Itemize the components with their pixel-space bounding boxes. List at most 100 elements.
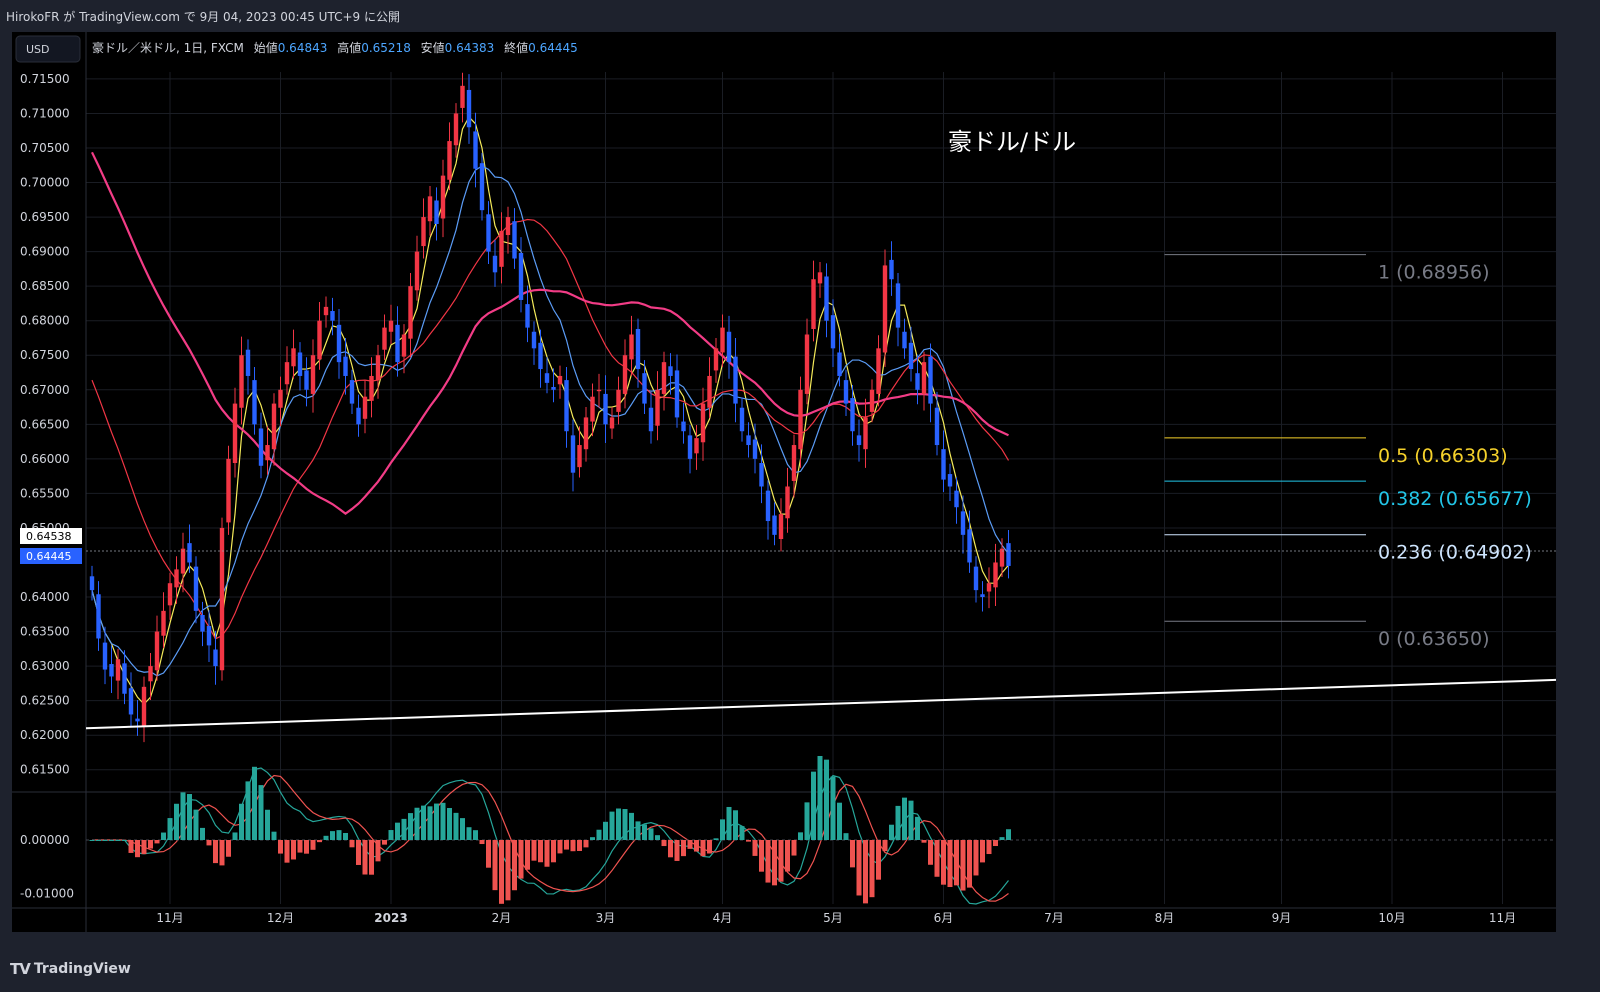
candle-body: [915, 373, 920, 390]
candle-body: [531, 331, 537, 349]
candle-body: [304, 370, 309, 390]
candle-body: [473, 131, 478, 169]
y-tick-label: 0.63000: [20, 659, 70, 673]
candle-body: [973, 566, 979, 591]
ma-long-line: [91, 151, 1009, 515]
candle-body: [349, 380, 355, 404]
macd-histogram-bar: [206, 840, 212, 846]
candle-body: [128, 688, 134, 715]
candle-body: [824, 276, 829, 321]
candle-body: [96, 594, 101, 639]
macd-histogram-bar: [336, 830, 342, 840]
macd-histogram-bar: [681, 840, 686, 857]
macd-histogram-bar: [967, 840, 972, 888]
candle-body: [180, 548, 186, 574]
low-label: 安値: [421, 40, 445, 55]
candle-body: [681, 421, 686, 432]
macd-histogram-bar: [167, 818, 173, 840]
candle-body: [278, 389, 283, 408]
macd-histogram-bar: [759, 840, 764, 872]
candle-body: [785, 486, 790, 519]
macd-y-tick-label: 0.00000: [20, 833, 70, 847]
candle-body: [245, 349, 251, 376]
candle-body: [167, 583, 173, 606]
x-tick-label: 6月: [934, 911, 954, 925]
x-tick-label: 5月: [823, 911, 843, 925]
candle-body: [505, 217, 511, 236]
y-tick-label: 0.70000: [20, 176, 70, 190]
macd-histogram-bar: [596, 829, 602, 840]
y-tick-label: 0.68000: [20, 314, 70, 328]
price-chart[interactable]: 11月 12月 2023 2月 3月 4月 5月 6月 7月 8月 9月 10月 11月 0.71500…: [12, 32, 1556, 932]
candle-body: [317, 320, 322, 360]
macd-histogram-bar: [492, 840, 498, 891]
macd-histogram-bar: [544, 840, 550, 867]
macd-histogram-bar: [869, 840, 875, 898]
candle-body: [791, 445, 797, 481]
candle-body: [817, 272, 823, 284]
candle-body: [219, 527, 225, 671]
candle-body: [999, 548, 1005, 567]
macd-histogram-bar: [941, 840, 946, 885]
macd-histogram-bar: [200, 827, 205, 840]
macd-histogram-bar: [856, 840, 862, 896]
candle-body: [382, 327, 387, 350]
candle-body: [492, 255, 498, 273]
macd-histogram-bar: [583, 840, 589, 848]
macd-histogram-bar: [720, 819, 725, 840]
macd-histogram-bar: [122, 840, 127, 841]
candle-body: [408, 286, 413, 339]
macd-histogram-bar: [284, 840, 290, 863]
macd-histogram-bar: [921, 840, 927, 843]
macd-histogram-bar: [843, 833, 849, 840]
macd-histogram-bar: [830, 776, 836, 840]
fib-level-label: 1 (0.68956): [1378, 262, 1490, 284]
x-tick-label: 10月: [1378, 911, 1405, 925]
fibonacci-retracement[interactable]: 1 (0.68956) 0.5 (0.66303) 0.382 (0.65677) 0…: [1164, 254, 1532, 651]
macd-histogram-bar: [141, 840, 147, 855]
macd-histogram-bar: [219, 840, 225, 866]
macd-histogram-bar: [980, 840, 985, 863]
candle-body: [226, 458, 231, 523]
candle-body: [512, 221, 517, 259]
trendline[interactable]: [85, 678, 1556, 730]
macd-histogram-bar: [271, 831, 277, 840]
candle-body: [908, 342, 914, 370]
macd-histogram-bar: [622, 809, 628, 840]
candle-body: [206, 626, 212, 646]
macd-histogram-bar: [876, 840, 881, 880]
macd-histogram-bar: [356, 840, 361, 865]
macd-histogram-bar: [89, 840, 95, 841]
candle-body: [889, 259, 894, 280]
macd-histogram-bar: [889, 824, 894, 840]
macd-histogram-bar: [512, 840, 517, 891]
candle-body: [388, 320, 394, 332]
candle-body: [882, 265, 888, 353]
candle-body: [310, 355, 316, 394]
tradingview-logo[interactable]: 𝗧𝗩 TradingView: [10, 960, 131, 978]
candle-body: [265, 445, 270, 461]
candle-body: [934, 407, 940, 446]
candle-body: [460, 85, 465, 108]
candle-body: [661, 362, 667, 394]
candle-body: [713, 348, 719, 371]
macd-histogram-bar: [148, 840, 153, 849]
x-tick-label: 7月: [1044, 911, 1064, 925]
candle-body: [869, 389, 875, 412]
macd-histogram-bar: [128, 840, 134, 853]
ma-slow-line: [91, 218, 1010, 640]
candle-body: [486, 214, 491, 252]
y-tick-label: 0.67000: [20, 383, 70, 397]
candle-body: [967, 529, 972, 563]
tradingview-logo-icon: 𝗧𝗩: [10, 960, 31, 978]
macd-histogram-bar: [934, 840, 940, 877]
macd-histogram-bar: [135, 840, 140, 858]
candle-body: [414, 251, 420, 291]
candle-body: [863, 417, 868, 450]
candle-body: [830, 315, 836, 349]
candle-body: [291, 348, 296, 367]
macd-histogram-bar: [635, 821, 641, 840]
currency-button[interactable]: [15, 35, 81, 63]
candle-body: [648, 407, 654, 432]
macd-histogram-bar: [531, 840, 537, 861]
